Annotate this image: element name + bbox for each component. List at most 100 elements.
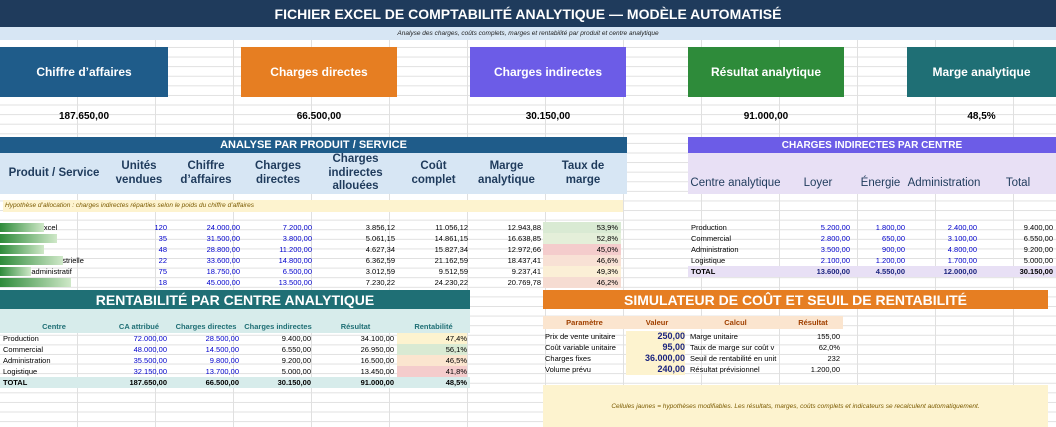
sim-val-cell[interactable]: 95,00: [626, 342, 685, 353]
rentab-ci-cell[interactable]: 9.400,00: [281, 334, 311, 343]
product-cd-cell[interactable]: 11.200,00: [279, 245, 312, 254]
rentab-col-header[interactable]: Charges indirectes: [244, 322, 312, 331]
product-cc-cell[interactable]: 14.861,15: [434, 234, 468, 243]
rentab-centre-cell[interactable]: Logistique: [3, 367, 38, 376]
sim-col-header[interactable]: Résultat: [798, 318, 828, 327]
product-ci-cell[interactable]: 4.627,34: [365, 245, 395, 254]
indirect-admin-cell[interactable]: 3.100,00: [947, 234, 977, 243]
rentab-res-cell[interactable]: 16.500,00: [360, 356, 394, 365]
rentab-ca-cell[interactable]: 187.650,00: [129, 378, 167, 387]
indirect-loyer-cell[interactable]: 2.800,00: [820, 234, 850, 243]
products-col-header[interactable]: Unités vendues: [115, 159, 163, 186]
indirect-centre-cell[interactable]: TOTAL: [691, 267, 716, 276]
product-ci-cell[interactable]: 5.061,15: [365, 234, 395, 243]
product-taux-cell[interactable]: 52,8%: [543, 233, 621, 244]
rentab-col-header[interactable]: Résultat: [340, 322, 371, 331]
product-cd-cell[interactable]: 6.500,00: [282, 267, 312, 276]
indirect-loyer-cell[interactable]: 2.100,00: [820, 256, 850, 265]
product-units-cell[interactable]: 22: [158, 256, 167, 265]
product-cc-cell[interactable]: 15.827,34: [434, 245, 468, 254]
sim-col-header[interactable]: Valeur: [645, 318, 669, 327]
rentab-ci-cell[interactable]: 9.200,00: [281, 356, 311, 365]
product-taux-cell[interactable]: 46,6%: [543, 255, 621, 266]
rentab-col-header[interactable]: Rentabilité: [414, 322, 453, 331]
indirect-admin-cell[interactable]: 1.700,00: [947, 256, 977, 265]
rentab-ca-cell[interactable]: 32.150,00: [133, 367, 167, 376]
product-units-cell[interactable]: 35: [158, 234, 167, 243]
rentab-cd-cell[interactable]: 9.800,00: [209, 356, 239, 365]
product-cd-cell[interactable]: 3.800,00: [282, 234, 312, 243]
indirect-energie-cell[interactable]: 1.800,00: [875, 223, 905, 232]
sim-val-cell[interactable]: 240,00: [626, 364, 685, 375]
indirect-col-header[interactable]: Administration: [907, 177, 981, 190]
indirect-loyer-cell[interactable]: 13.600,00: [816, 267, 850, 276]
indirect-total-cell[interactable]: 9.200,00: [1023, 245, 1053, 254]
products-col-header[interactable]: Chiffre d’affaires: [180, 159, 232, 186]
product-cc-cell[interactable]: 21.162,59: [434, 256, 468, 265]
rentab-col-header[interactable]: CA attribué: [118, 322, 160, 331]
product-marge-cell[interactable]: 18.437,41: [507, 256, 541, 265]
sim-col-header[interactable]: Paramètre: [566, 318, 603, 327]
rentab-ca-cell[interactable]: 35.500,00: [133, 356, 167, 365]
rentab-rent-cell[interactable]: 56,1%: [397, 344, 467, 355]
product-ca-cell[interactable]: 18.750,00: [206, 267, 240, 276]
rentab-col-header[interactable]: Centre: [42, 322, 66, 331]
product-ci-cell[interactable]: 7.230,22: [365, 278, 395, 287]
product-ci-cell[interactable]: 3.012,59: [365, 267, 395, 276]
rentab-ci-cell[interactable]: 6.550,00: [281, 345, 311, 354]
indirect-energie-cell[interactable]: 900,00: [882, 245, 905, 254]
product-cc-cell[interactable]: 11.056,12: [435, 223, 468, 232]
rentab-rent-cell[interactable]: 46,5%: [397, 355, 467, 366]
product-marge-cell[interactable]: 12.972,66: [507, 245, 541, 254]
product-ca-cell[interactable]: 45.000,00: [206, 278, 240, 287]
product-marge-cell[interactable]: 16.638,85: [507, 234, 541, 243]
product-units-cell[interactable]: 75: [158, 267, 167, 276]
indirect-centre-cell[interactable]: Commercial: [691, 234, 732, 243]
rentab-centre-cell[interactable]: Administration: [3, 356, 51, 365]
product-marge-cell[interactable]: 12.943,88: [507, 223, 541, 232]
indirect-energie-cell[interactable]: 650,00: [882, 234, 905, 243]
product-ca-cell[interactable]: 31.500,00: [206, 234, 240, 243]
product-ci-cell[interactable]: 3.856,12: [365, 223, 395, 232]
products-col-header[interactable]: Marge analytique: [478, 159, 535, 186]
rentab-rent-cell[interactable]: 41,8%: [397, 366, 467, 377]
indirect-total-cell[interactable]: 5.000,00: [1023, 256, 1053, 265]
sim-val-cell[interactable]: 250,00: [626, 331, 685, 342]
indirect-loyer-cell[interactable]: 3.500,00: [820, 245, 850, 254]
product-units-cell[interactable]: 48: [158, 245, 167, 254]
indirect-energie-cell[interactable]: 1.200,00: [875, 256, 905, 265]
product-cd-cell[interactable]: 13.500,00: [278, 278, 312, 287]
product-taux-cell[interactable]: 49,3%: [543, 266, 621, 277]
indirect-total-cell[interactable]: 9.400,00: [1023, 223, 1053, 232]
product-cc-cell[interactable]: 24.230,22: [434, 278, 468, 287]
product-ca-cell[interactable]: 24.000,00: [206, 223, 240, 232]
indirect-admin-cell[interactable]: 2.400,00: [947, 223, 977, 232]
rentab-ca-cell[interactable]: 48.000,00: [133, 345, 167, 354]
indirect-loyer-cell[interactable]: 5.200,00: [820, 223, 850, 232]
product-ci-cell[interactable]: 6.362,59: [365, 256, 395, 265]
product-cd-cell[interactable]: 14.800,00: [278, 256, 312, 265]
indirect-centre-cell[interactable]: Administration: [691, 245, 739, 254]
indirect-col-header[interactable]: Total: [1005, 177, 1031, 190]
product-marge-cell[interactable]: 20.769,78: [507, 278, 541, 287]
rentab-centre-cell[interactable]: TOTAL: [3, 378, 28, 387]
indirect-total-cell[interactable]: 30.150,00: [1019, 267, 1053, 276]
product-ca-cell[interactable]: 33.600,00: [206, 256, 240, 265]
rentab-rent-cell[interactable]: 48,5%: [445, 378, 467, 387]
products-col-header[interactable]: Taux de marge: [561, 159, 605, 186]
sim-col-header[interactable]: Calcul: [724, 318, 747, 327]
product-ca-cell[interactable]: 28.800,00: [206, 245, 240, 254]
indirect-admin-cell[interactable]: 4.800,00: [947, 245, 977, 254]
rentab-res-cell[interactable]: 91.000,00: [360, 378, 394, 387]
rentab-res-cell[interactable]: 26.950,00: [360, 345, 394, 354]
rentab-ci-cell[interactable]: 5.000,00: [281, 367, 311, 376]
products-col-header[interactable]: Produit / Service: [8, 166, 100, 179]
product-taux-cell[interactable]: 53,9%: [543, 222, 621, 233]
product-units-cell[interactable]: 120: [154, 223, 167, 232]
rentab-cd-cell[interactable]: 66.500,00: [205, 378, 239, 387]
indirect-col-header[interactable]: Loyer: [803, 177, 833, 190]
rentab-cd-cell[interactable]: 14.500,00: [205, 345, 239, 354]
rentab-col-header[interactable]: Charges directes: [175, 322, 237, 331]
product-cd-cell[interactable]: 7.200,00: [282, 223, 312, 232]
indirect-col-header[interactable]: Énergie: [860, 177, 901, 190]
